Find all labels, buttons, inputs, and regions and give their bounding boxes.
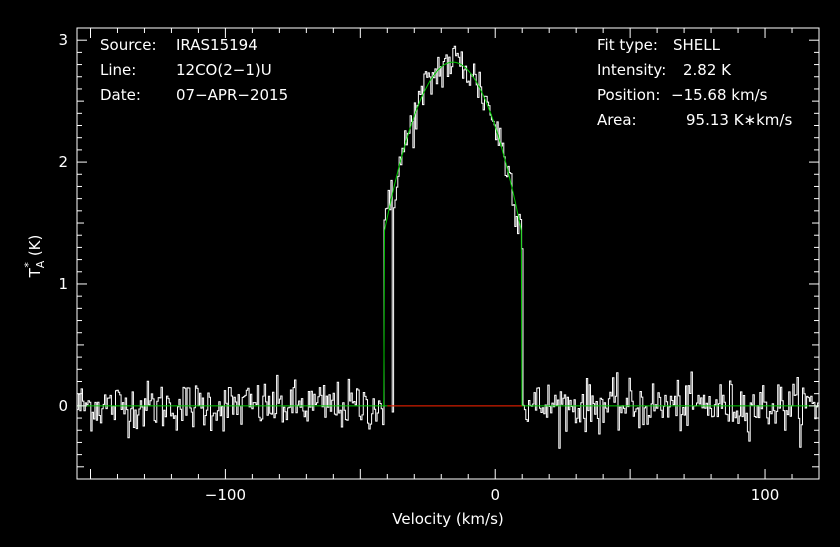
data-layer xyxy=(77,45,820,449)
y-axis-title-sub: A xyxy=(34,260,47,268)
y-axis-title-unit: (K) xyxy=(26,235,44,257)
info-position-value: −15.68 km/s xyxy=(671,86,768,104)
ticks-layer xyxy=(77,27,820,479)
x-tick-label: 100 xyxy=(751,486,780,504)
x-tick-label: −100 xyxy=(205,486,246,504)
info-intensity-value: 2.82 K xyxy=(683,61,732,79)
info-line-value: 12CO(2−1)U xyxy=(176,61,272,79)
info-position-key: Position: xyxy=(597,86,660,104)
y-axis-title: TA* (K) xyxy=(22,235,47,279)
fit-curve xyxy=(383,61,523,406)
info-source-key: Source: xyxy=(100,36,157,54)
info-intensity-key: Intensity: xyxy=(597,61,666,79)
x-tick-label: 0 xyxy=(490,486,500,504)
y-tick-label: 3 xyxy=(58,31,68,49)
info-area-key: Area: xyxy=(597,111,637,129)
y-tick-label: 1 xyxy=(58,275,68,293)
y-axis-title-main: T xyxy=(26,267,44,278)
svg-text:TA*(K): TA* (K) xyxy=(22,235,47,279)
y-axis-title-sup: * xyxy=(22,262,35,268)
info-fit-type-key: Fit type: xyxy=(597,36,658,54)
info-fit-type-value: SHELL xyxy=(673,36,721,54)
info-area-value: 95.13 K∗km/s xyxy=(686,111,792,129)
info-date-value: 07−APR−2015 xyxy=(176,86,288,104)
plot-frame xyxy=(76,27,820,480)
x-axis-title: Velocity (km/s) xyxy=(392,510,503,528)
info-date-key: Date: xyxy=(100,86,141,104)
info-line-key: Line: xyxy=(100,61,136,79)
info-source-value: IRAS15194 xyxy=(176,36,258,54)
y-tick-label: 2 xyxy=(58,153,68,171)
y-tick-label: 0 xyxy=(58,397,68,415)
